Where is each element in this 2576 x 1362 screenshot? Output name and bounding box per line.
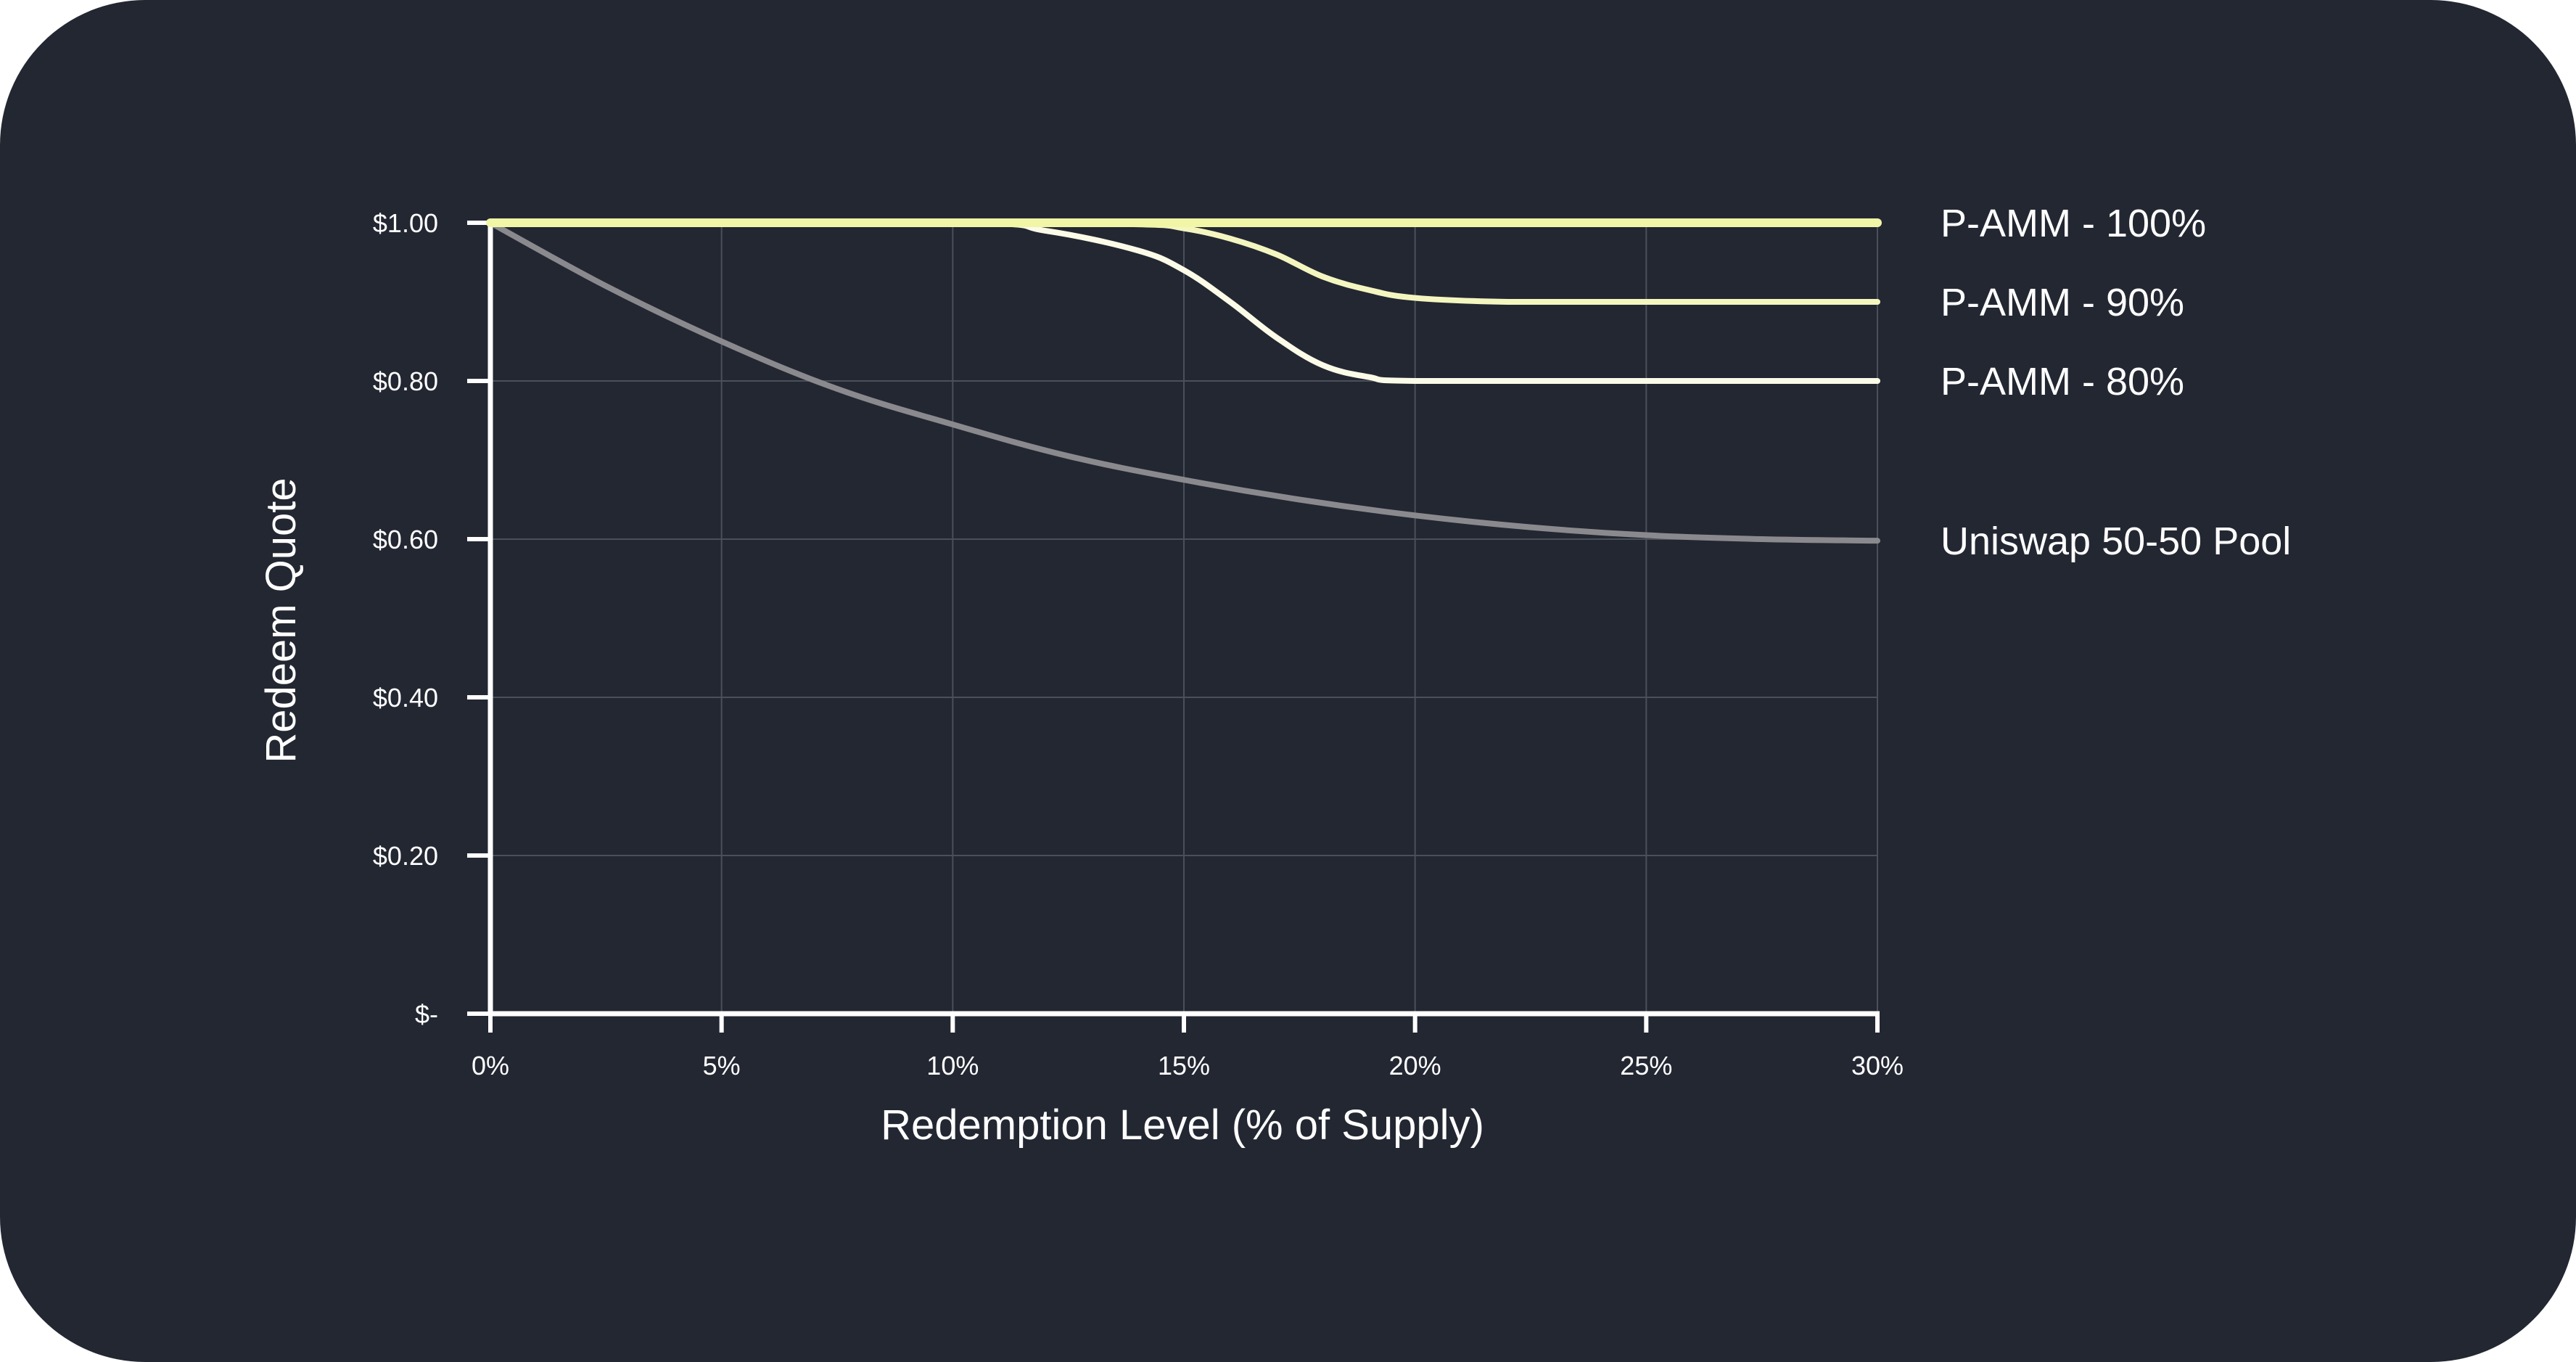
x-tick-label: 15% — [1158, 1051, 1210, 1080]
y-tick-label: $- — [415, 999, 438, 1029]
tick-labels: $- $0.20 $0.40 $0.60 $0.80 $1.00 0% 5% 10% 15% 20%… — [373, 208, 1904, 1080]
series-label-p-amm-80: P-AMM - 80% — [1941, 360, 2184, 403]
x-tick-label: 0% — [472, 1051, 509, 1080]
axes — [467, 220, 1880, 1033]
series-label-uniswap-50-50-pool: Uniswap 50-50 Pool — [1941, 520, 2291, 563]
series-label-p-amm-90: P-AMM - 90% — [1941, 281, 2184, 324]
y-tick-label: $0.40 — [373, 683, 438, 713]
series-lines — [486, 218, 1882, 544]
x-tick-label: 20% — [1389, 1051, 1441, 1080]
x-tick-label: 25% — [1620, 1051, 1672, 1080]
y-tick-label: $0.60 — [373, 525, 438, 554]
y-tick-label: $1.00 — [373, 208, 438, 238]
y-tick-label: $0.20 — [373, 841, 438, 871]
grid-lines — [490, 222, 1878, 1014]
x-tick-label: 30% — [1851, 1051, 1904, 1080]
series-label-p-amm-100: P-AMM - 100% — [1941, 202, 2206, 245]
series-line-uniswap-50-50-pool — [487, 220, 1880, 544]
x-tick-label: 5% — [703, 1051, 741, 1080]
x-tick-label: 10% — [926, 1051, 979, 1080]
x-axis-title: Redemption Level (% of Supply) — [881, 1102, 1484, 1149]
series-labels: Uniswap 50-50 Pool P-AMM - 80% P-AMM - 90%… — [1941, 202, 2291, 563]
y-tick-label: $0.80 — [373, 366, 438, 396]
y-axis-title: Redeem Quote — [258, 477, 305, 763]
